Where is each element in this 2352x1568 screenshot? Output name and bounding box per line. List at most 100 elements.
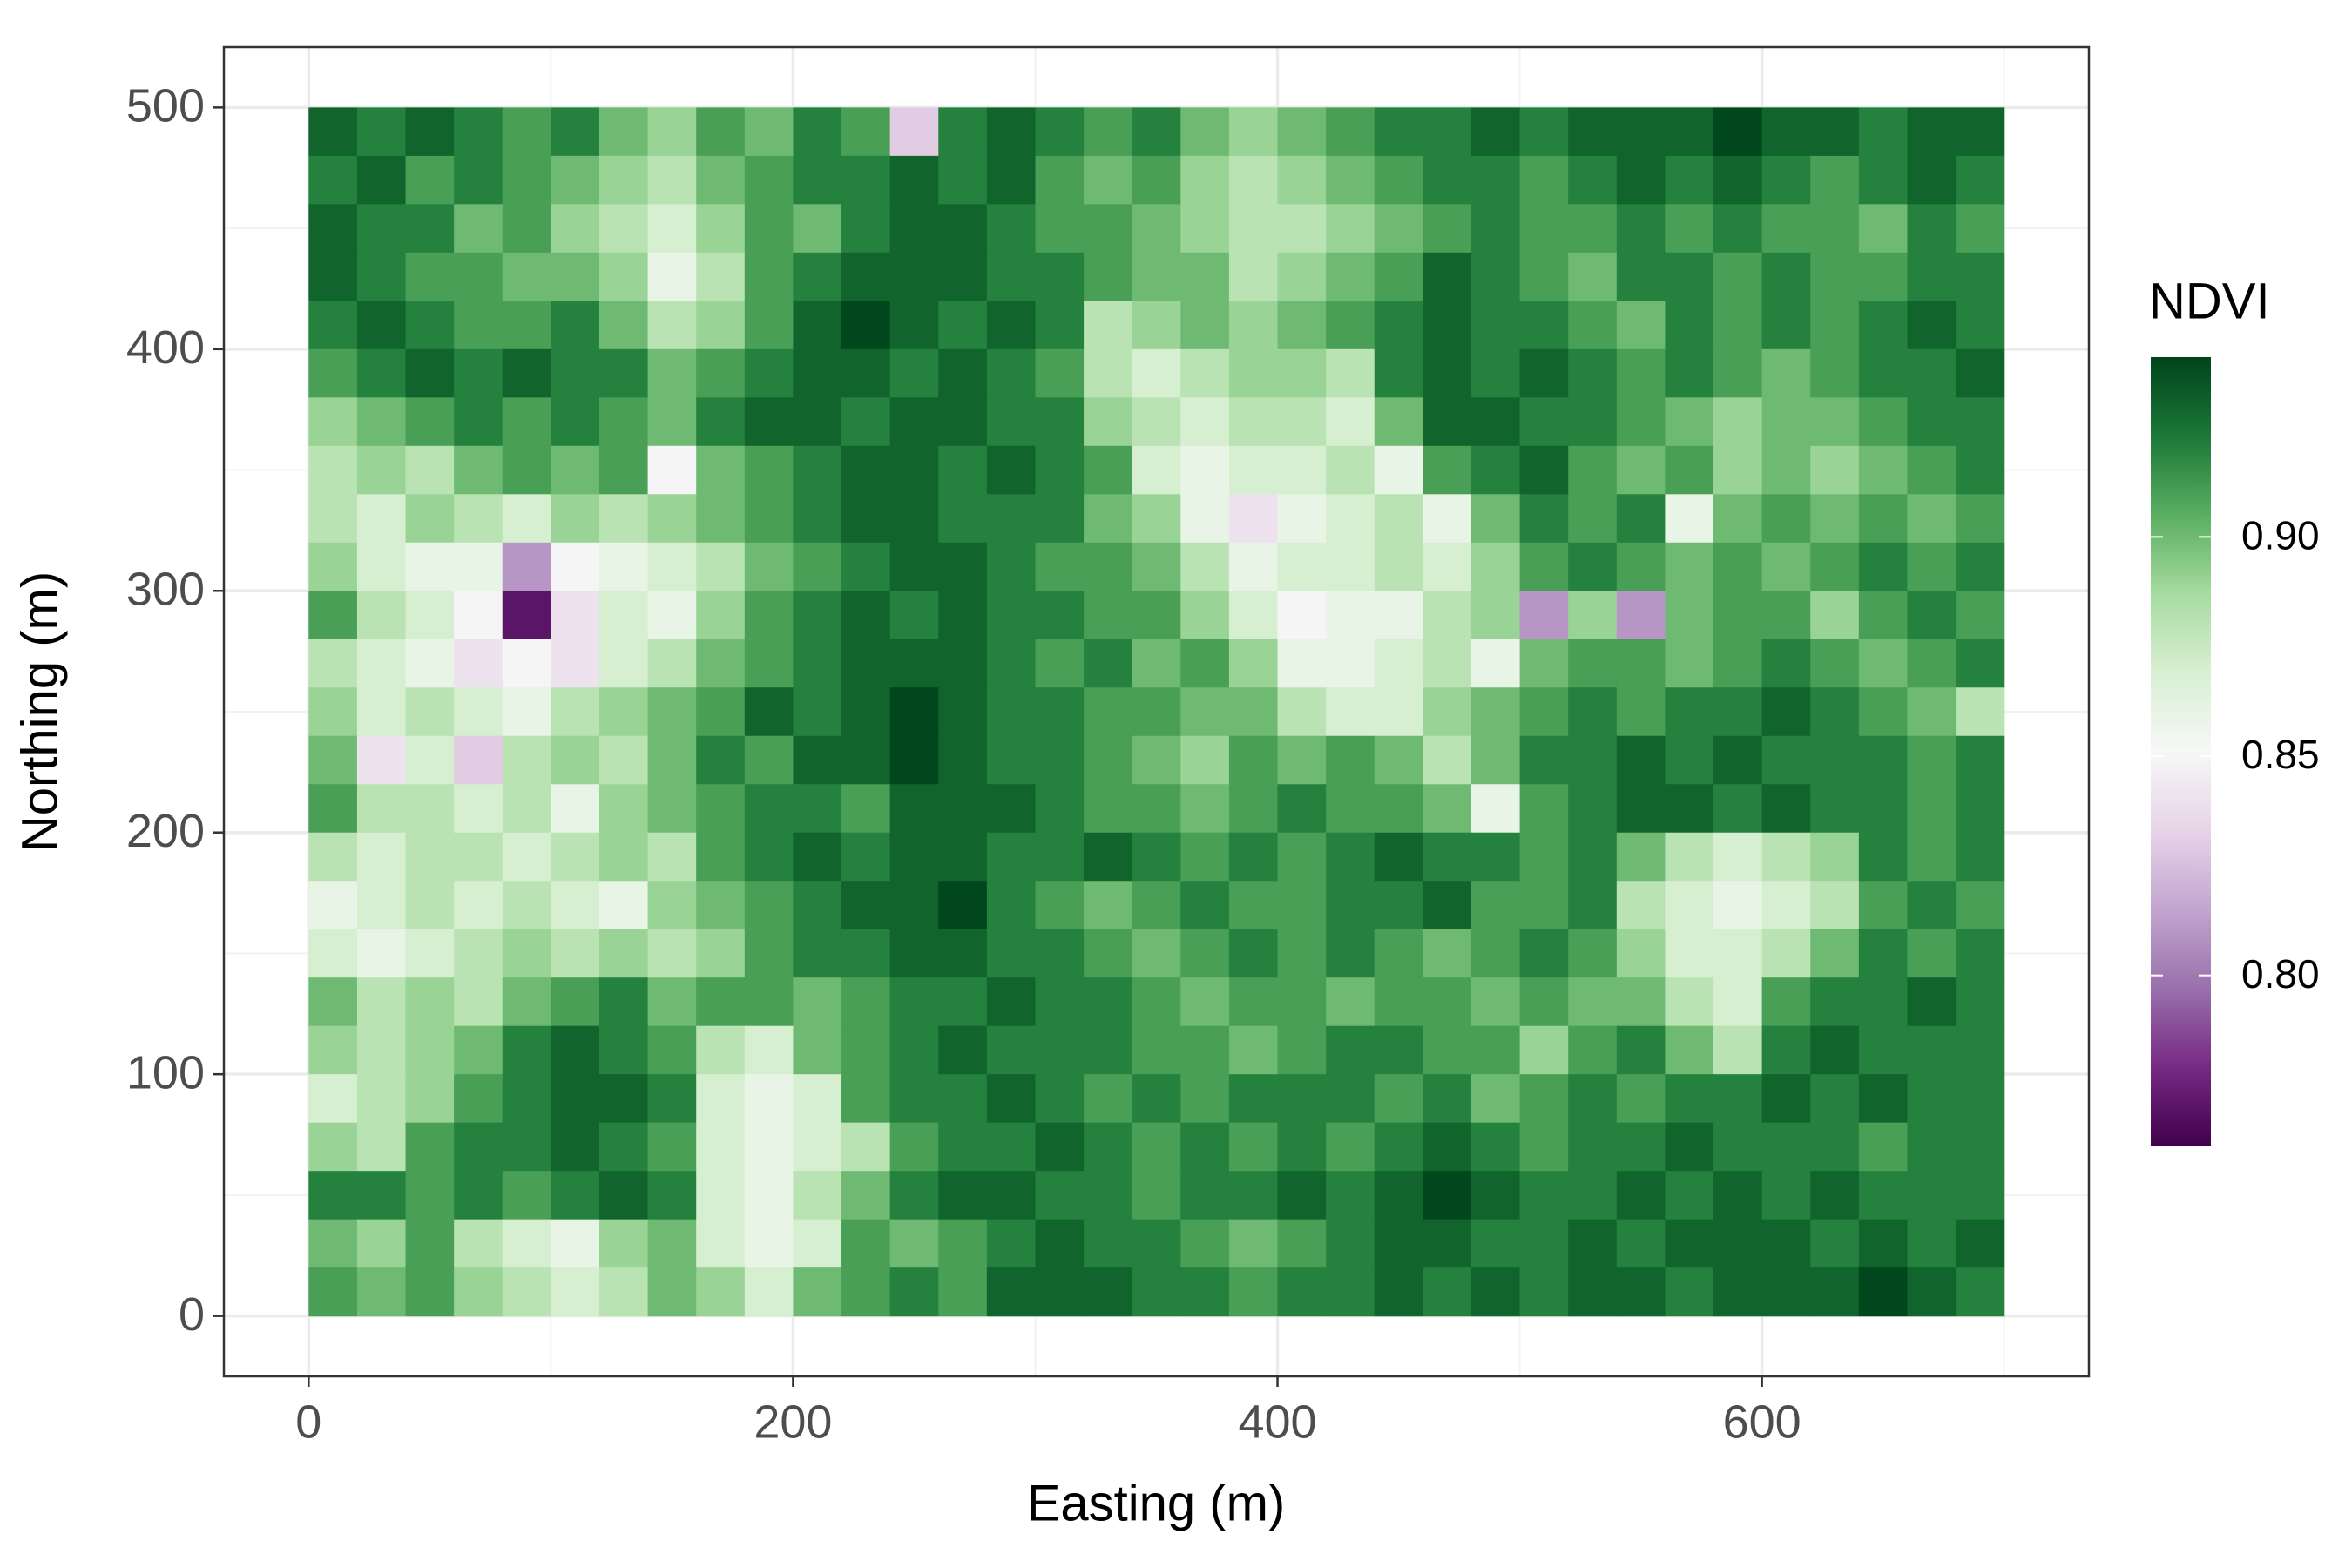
cell [1858, 687, 1909, 737]
cell [793, 1074, 842, 1124]
cell [938, 687, 988, 737]
cell [1761, 155, 1811, 205]
cell [986, 1122, 1037, 1172]
cell [1180, 542, 1230, 591]
cell [744, 301, 794, 350]
cell [405, 832, 455, 882]
cell [1035, 735, 1085, 785]
y-tick-label: 200 [126, 805, 205, 857]
cell [889, 155, 939, 205]
cell [1180, 155, 1230, 205]
cell [1907, 735, 1957, 785]
cell [1035, 397, 1085, 447]
cell [551, 735, 600, 785]
cell [1568, 1025, 1618, 1075]
cell [1132, 252, 1181, 301]
cell [889, 1074, 939, 1124]
cell [1374, 1219, 1423, 1268]
cell [986, 1074, 1037, 1124]
cell [793, 591, 842, 640]
cell [356, 301, 407, 350]
cell [454, 445, 504, 495]
cell [1084, 1267, 1133, 1317]
cell [841, 301, 891, 350]
cell [1616, 155, 1666, 205]
cell [1277, 687, 1327, 737]
cell [744, 735, 794, 785]
cell [1519, 929, 1569, 978]
cell [1761, 397, 1811, 447]
cell [1326, 155, 1375, 205]
cell [502, 784, 551, 834]
y-tick-label: 500 [126, 80, 205, 132]
cell [889, 881, 939, 930]
cell [1423, 445, 1472, 495]
cell [647, 735, 697, 785]
cell [1956, 1025, 2005, 1075]
cell [1907, 1122, 1957, 1172]
x-tick-label: 400 [1238, 1396, 1316, 1448]
cell [1519, 1267, 1569, 1317]
cell [1374, 1267, 1423, 1317]
cell [1519, 397, 1569, 447]
cell [793, 687, 842, 737]
cell [1907, 1219, 1957, 1268]
cell [1084, 1171, 1133, 1220]
cell [1470, 252, 1521, 301]
cell [986, 639, 1037, 688]
cell [1616, 107, 1666, 157]
cell [1277, 1122, 1327, 1172]
cell [1277, 881, 1327, 930]
cell [986, 204, 1037, 253]
cell [647, 397, 697, 447]
cell [1132, 639, 1181, 688]
cell [1810, 155, 1860, 205]
cell [889, 348, 939, 398]
cell [598, 348, 649, 398]
cell [502, 252, 551, 301]
cell [1228, 832, 1279, 882]
cell [986, 881, 1037, 930]
cell [598, 639, 649, 688]
cell [598, 591, 649, 640]
cell [1713, 252, 1763, 301]
cell [1956, 881, 2005, 930]
cell [1084, 155, 1133, 205]
cell [356, 1025, 407, 1075]
cell [1084, 784, 1133, 834]
cell [1907, 204, 1957, 253]
cell [1326, 1025, 1375, 1075]
cell [356, 639, 407, 688]
cell [1956, 301, 2005, 350]
cell [1665, 1025, 1714, 1075]
cell [308, 204, 358, 253]
cell [1713, 397, 1763, 447]
cell [1423, 397, 1472, 447]
cell [356, 494, 407, 544]
cell [1132, 1122, 1181, 1172]
cell [1568, 1122, 1618, 1172]
cell [1326, 445, 1375, 495]
cell [1326, 204, 1375, 253]
cell [356, 591, 407, 640]
cell [1761, 542, 1811, 591]
cell [744, 397, 794, 447]
cell [793, 881, 842, 930]
cell [1713, 1171, 1763, 1220]
cell [841, 735, 891, 785]
cell [889, 1122, 939, 1172]
cell [1810, 494, 1860, 544]
cell [986, 542, 1037, 591]
cell [1470, 1025, 1521, 1075]
cell [1277, 1074, 1327, 1124]
cell [1761, 639, 1811, 688]
cell [356, 204, 407, 253]
cell [1035, 301, 1085, 350]
cell [308, 155, 358, 205]
cell [938, 494, 988, 544]
cell [1907, 929, 1957, 978]
cell [502, 494, 551, 544]
cell [841, 1122, 891, 1172]
cell [1713, 1219, 1763, 1268]
cell [405, 204, 455, 253]
